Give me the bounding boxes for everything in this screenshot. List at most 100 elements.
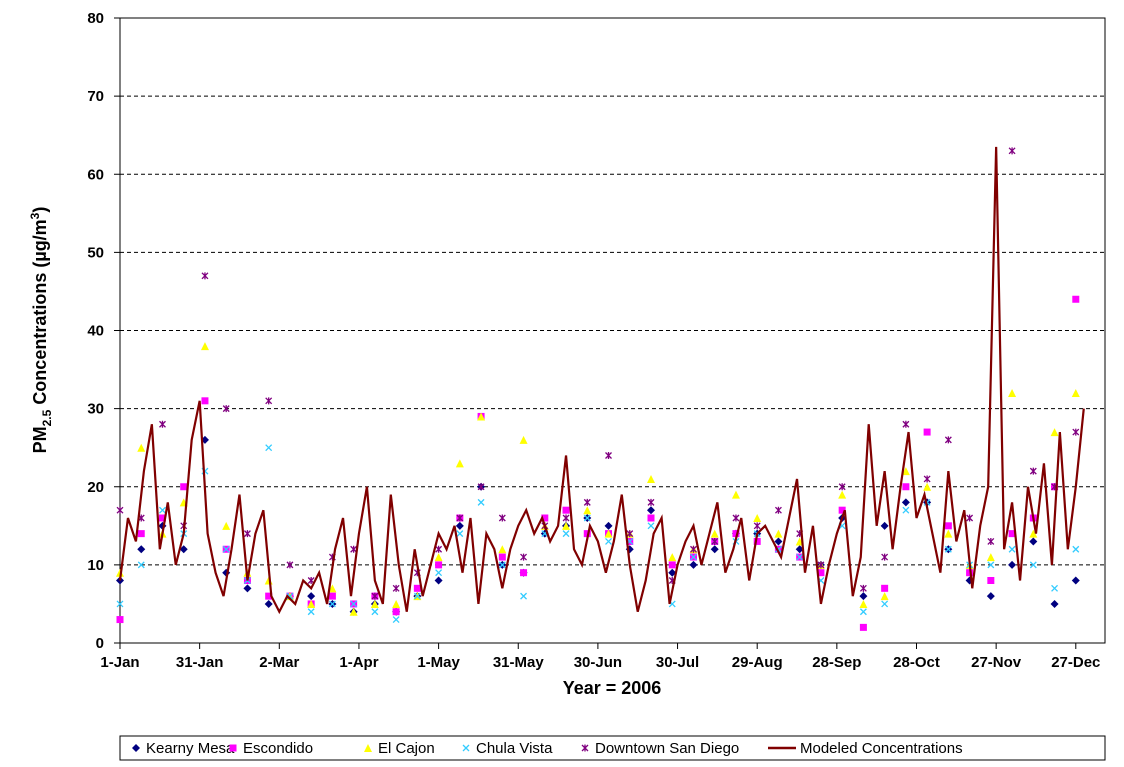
- y-tick-label: 10: [87, 557, 104, 574]
- y-tick-label: 70: [87, 88, 104, 105]
- marker-square: [753, 537, 761, 545]
- marker-asterisk: [923, 475, 931, 483]
- marker-square: [498, 553, 506, 561]
- marker-asterisk: [222, 405, 230, 413]
- marker-x: [116, 600, 124, 608]
- marker-triangle: [1008, 389, 1017, 397]
- marker-diamond: [179, 545, 188, 554]
- marker-asterisk: [881, 553, 889, 561]
- legend-item: El Cajon: [364, 740, 435, 757]
- x-tick-label: 27-Nov: [971, 654, 1022, 671]
- y-title-part: PM: [30, 426, 50, 453]
- marker-square: [923, 428, 931, 436]
- marker-triangle: [477, 412, 486, 421]
- y-title-part: Concentrations (µg/m: [30, 219, 50, 409]
- marker-square: [435, 561, 443, 569]
- marker-asterisk: [116, 506, 124, 514]
- marker-square: [562, 506, 570, 514]
- marker-triangle: [137, 443, 146, 452]
- y-title-sub: 2.5: [40, 409, 54, 426]
- marker-x: [647, 522, 655, 530]
- legend-label: Downtown San Diego: [595, 740, 739, 757]
- marker-asterisk: [859, 584, 867, 592]
- marker-square: [413, 584, 421, 592]
- marker-triangle: [392, 599, 401, 608]
- marker-asterisk: [159, 420, 166, 428]
- marker-diamond: [859, 592, 868, 601]
- marker-x: [371, 608, 379, 616]
- y-tick-label: 80: [87, 10, 104, 27]
- marker-square: [944, 522, 952, 530]
- legend-item: Downtown San Diego: [581, 740, 739, 757]
- marker-x: [328, 600, 336, 608]
- marker-x: [477, 498, 485, 506]
- marker-diamond: [1071, 576, 1080, 585]
- marker-triangle: [1029, 529, 1038, 538]
- marker-triangle: [838, 490, 847, 499]
- marker-asterisk: [732, 514, 740, 522]
- marker-x: [159, 506, 166, 514]
- marker-square: [229, 744, 237, 752]
- marker-triangle: [562, 521, 571, 530]
- marker-asterisk: [520, 553, 528, 561]
- marker-x: [222, 545, 230, 553]
- marker-x: [1008, 545, 1016, 553]
- marker-triangle: [1050, 428, 1059, 437]
- marker-diamond: [1029, 537, 1038, 546]
- marker-x: [435, 569, 443, 577]
- marker-triangle: [370, 599, 379, 608]
- legend-label: Escondido: [243, 740, 313, 757]
- marker-diamond: [137, 545, 146, 554]
- legend-label: Chula Vista: [476, 740, 553, 757]
- marker-diamond: [668, 568, 677, 577]
- legend-label: El Cajon: [378, 740, 435, 757]
- marker-triangle: [455, 459, 464, 468]
- marker-asterisk: [944, 436, 952, 444]
- marker-square: [201, 397, 209, 405]
- marker-x: [137, 561, 145, 569]
- x-tick-label: 27-Dec: [1051, 654, 1100, 671]
- marker-asterisk: [201, 272, 209, 280]
- marker-triangle: [923, 482, 932, 491]
- x-tick-label: 29-Aug: [732, 654, 783, 671]
- marker-x: [498, 561, 506, 569]
- marker-asterisk: [583, 498, 591, 506]
- marker-square: [116, 616, 124, 624]
- marker-asterisk: [711, 537, 719, 545]
- marker-diamond: [710, 545, 719, 554]
- marker-diamond: [604, 521, 613, 530]
- marker-triangle: [434, 553, 443, 562]
- marker-diamond: [264, 599, 273, 608]
- modeled-line: [118, 146, 1085, 615]
- marker-asterisk: [265, 397, 273, 405]
- marker-square: [137, 530, 145, 538]
- legend-item: Escondido: [229, 740, 313, 757]
- marker-triangle: [901, 467, 910, 476]
- x-tick-label: 31-May: [493, 654, 545, 671]
- marker-asterisk: [392, 584, 400, 592]
- marker-triangle: [944, 529, 953, 538]
- y-tick-label: 30: [87, 401, 104, 418]
- marker-x: [520, 592, 528, 600]
- y-tick-label: 50: [87, 244, 104, 261]
- x-tick-label: 30-Jun: [574, 654, 622, 671]
- marker-asterisk: [286, 561, 294, 569]
- marker-asterisk: [456, 514, 464, 522]
- marker-square: [987, 577, 995, 584]
- x-tick-label: 30-Jul: [656, 654, 699, 671]
- marker-diamond: [880, 521, 889, 530]
- marker-asterisk: [498, 514, 506, 522]
- marker-x: [690, 553, 697, 561]
- marker-x: [1029, 561, 1037, 569]
- marker-triangle: [583, 506, 592, 515]
- marker-x: [1072, 545, 1080, 553]
- y-axis-title: PM2.5 Concentrations (µg/m3): [28, 207, 54, 454]
- marker-triangle: [774, 529, 783, 538]
- marker-asterisk: [690, 545, 697, 553]
- marker-x: [265, 444, 273, 452]
- marker-asterisk: [243, 530, 251, 538]
- marker-triangle: [364, 744, 372, 752]
- marker-triangle: [710, 529, 719, 538]
